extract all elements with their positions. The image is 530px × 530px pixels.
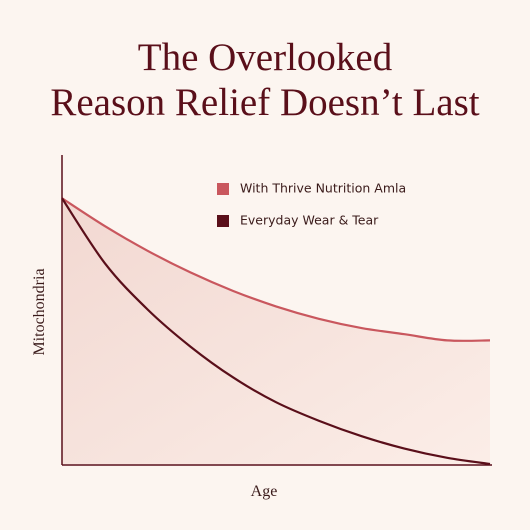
line [61, 197, 491, 466]
y-axis-label: Mitochondria [31, 268, 48, 355]
legend-label: With Thrive Nutrition Amla [240, 181, 406, 196]
area-fill [62, 198, 490, 464]
legend-label: Everyday Wear & Tear [240, 213, 379, 228]
legend-swatch [217, 183, 229, 195]
plot-area [61, 197, 491, 466]
line [61, 197, 491, 342]
chart-title: Reason Relief Doesn’t Last [50, 81, 479, 124]
chart-title: The Overlooked [138, 36, 393, 79]
x-axis-label: Age [251, 483, 278, 500]
legend-swatch [217, 215, 229, 227]
